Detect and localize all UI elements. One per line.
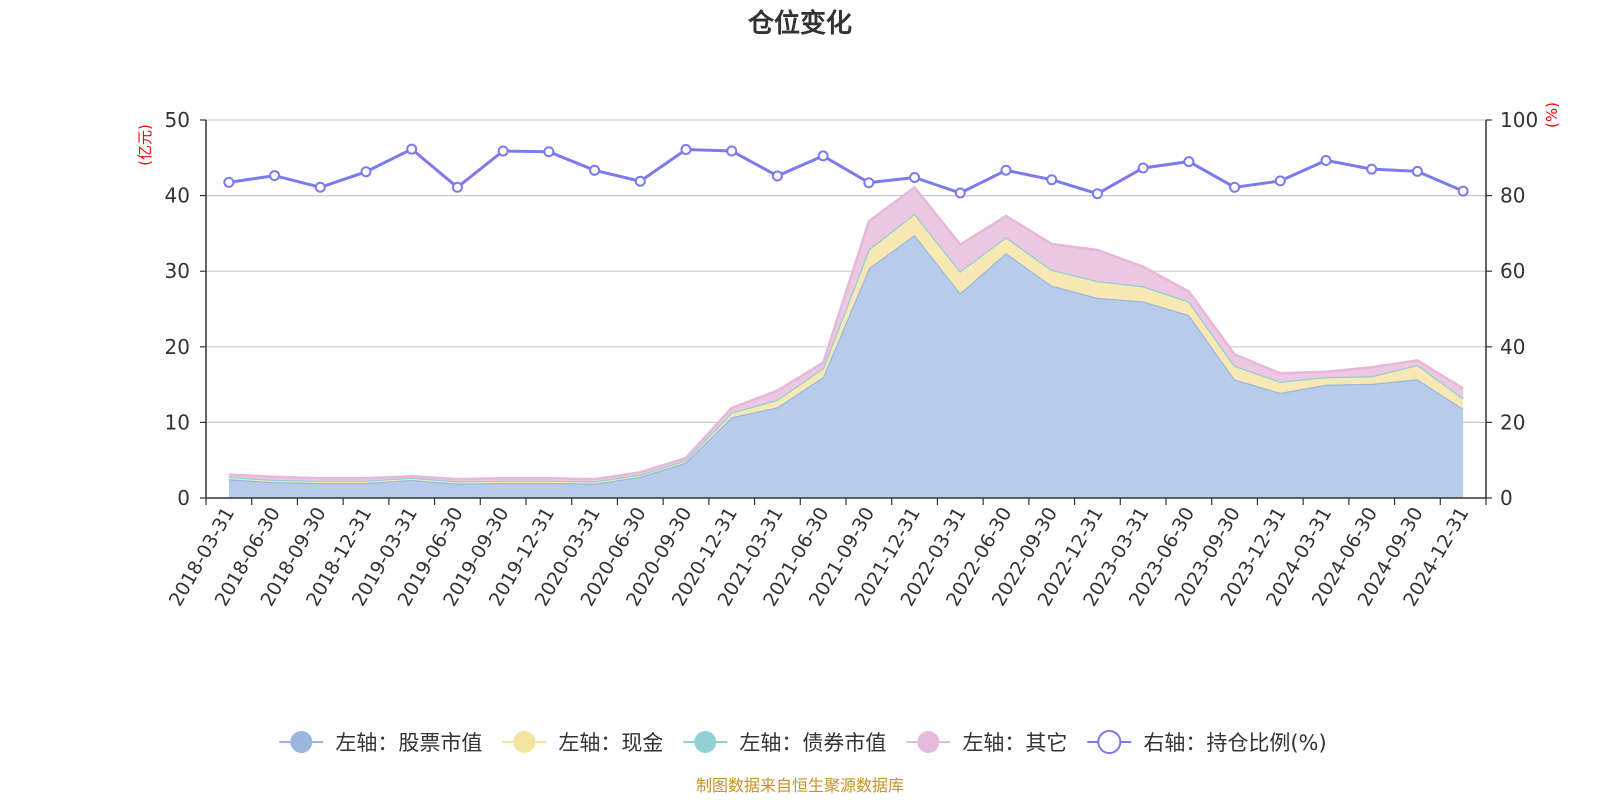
position-ratio-line <box>223 143 1469 200</box>
right-axis-unit: (%) <box>1543 102 1561 128</box>
ratio-point <box>314 181 326 193</box>
area-band <box>228 213 1464 484</box>
ratio-point <box>1229 181 1241 193</box>
ratio-point <box>406 143 418 155</box>
ratio-point <box>863 177 875 189</box>
legend-label: 左轴：股票市值 <box>335 731 482 755</box>
chart-title: 仓位变化 <box>747 8 852 39</box>
ratio-line-path <box>228 147 1464 196</box>
legend-label: 右轴：持仓比例(%) <box>1143 731 1326 755</box>
ratio-point <box>497 145 509 157</box>
right-tick-label: 80 <box>1500 184 1525 208</box>
legend-marker <box>513 731 536 753</box>
ratio-point <box>680 143 692 155</box>
ratio-point <box>1137 162 1149 174</box>
ratio-point <box>1366 163 1378 175</box>
legend-item[interactable]: 左轴：股票市值 <box>279 731 482 755</box>
legend[interactable]: 左轴：股票市值 左轴：现金 左轴：债券市值 左轴：其它 右轴：持仓比例(%) <box>279 730 1327 755</box>
legend-item[interactable]: 右轴：持仓比例(%) <box>1087 730 1327 755</box>
legend-item[interactable]: 左轴：其它 <box>906 731 1067 755</box>
legend-marker <box>1097 730 1122 754</box>
ratio-point <box>1320 154 1332 166</box>
left-tick-label: 10 <box>165 410 190 434</box>
ratio-point <box>1183 156 1195 168</box>
ratio-point <box>726 145 738 157</box>
area-band <box>228 234 1464 498</box>
ratio-point <box>360 166 372 178</box>
legend-marker <box>694 731 717 753</box>
right-tick-label: 40 <box>1500 335 1525 359</box>
right-tick-label: 60 <box>1500 259 1525 283</box>
right-tick-label: 0 <box>1500 486 1513 510</box>
legend-label: 左轴：其它 <box>962 731 1067 755</box>
ratio-point <box>1000 164 1012 176</box>
left-tick-label: 20 <box>165 335 190 359</box>
ratio-point <box>543 146 555 158</box>
left-tick-label: 50 <box>165 108 190 132</box>
legend-marker <box>917 731 940 753</box>
ratio-point <box>771 170 783 182</box>
ratio-point <box>954 187 966 199</box>
legend-label: 左轴：债券市值 <box>739 731 886 755</box>
left-tick-label: 40 <box>165 184 190 208</box>
right-tick-label: 100 <box>1500 108 1538 132</box>
left-tick-label: 30 <box>165 259 190 283</box>
ratio-point <box>589 164 601 176</box>
ratio-point <box>909 171 921 183</box>
ratio-point <box>1046 174 1058 186</box>
ratio-point <box>223 176 235 188</box>
legend-item[interactable]: 左轴：现金 <box>502 731 663 755</box>
legend-item[interactable]: 左轴：债券市值 <box>683 731 886 755</box>
left-axis-unit: (亿元) <box>136 124 154 166</box>
ratio-point <box>1411 165 1423 177</box>
area-band <box>228 187 1464 482</box>
ratio-point <box>634 175 646 187</box>
ratio-point <box>1457 185 1469 197</box>
ratio-point <box>451 181 463 193</box>
right-tick-label: 20 <box>1500 410 1525 434</box>
left-tick-label: 0 <box>177 486 190 510</box>
ratio-point <box>1274 175 1286 187</box>
stacked-areas <box>228 185 1464 498</box>
data-source-note: 制图数据来自恒生聚源数据库 <box>696 776 904 795</box>
area-edge-line <box>228 185 1464 481</box>
ratio-point <box>1091 188 1103 200</box>
ratio-point <box>269 170 281 182</box>
ratio-point <box>817 150 829 162</box>
legend-marker <box>290 731 313 753</box>
legend-label: 左轴：现金 <box>558 731 663 755</box>
